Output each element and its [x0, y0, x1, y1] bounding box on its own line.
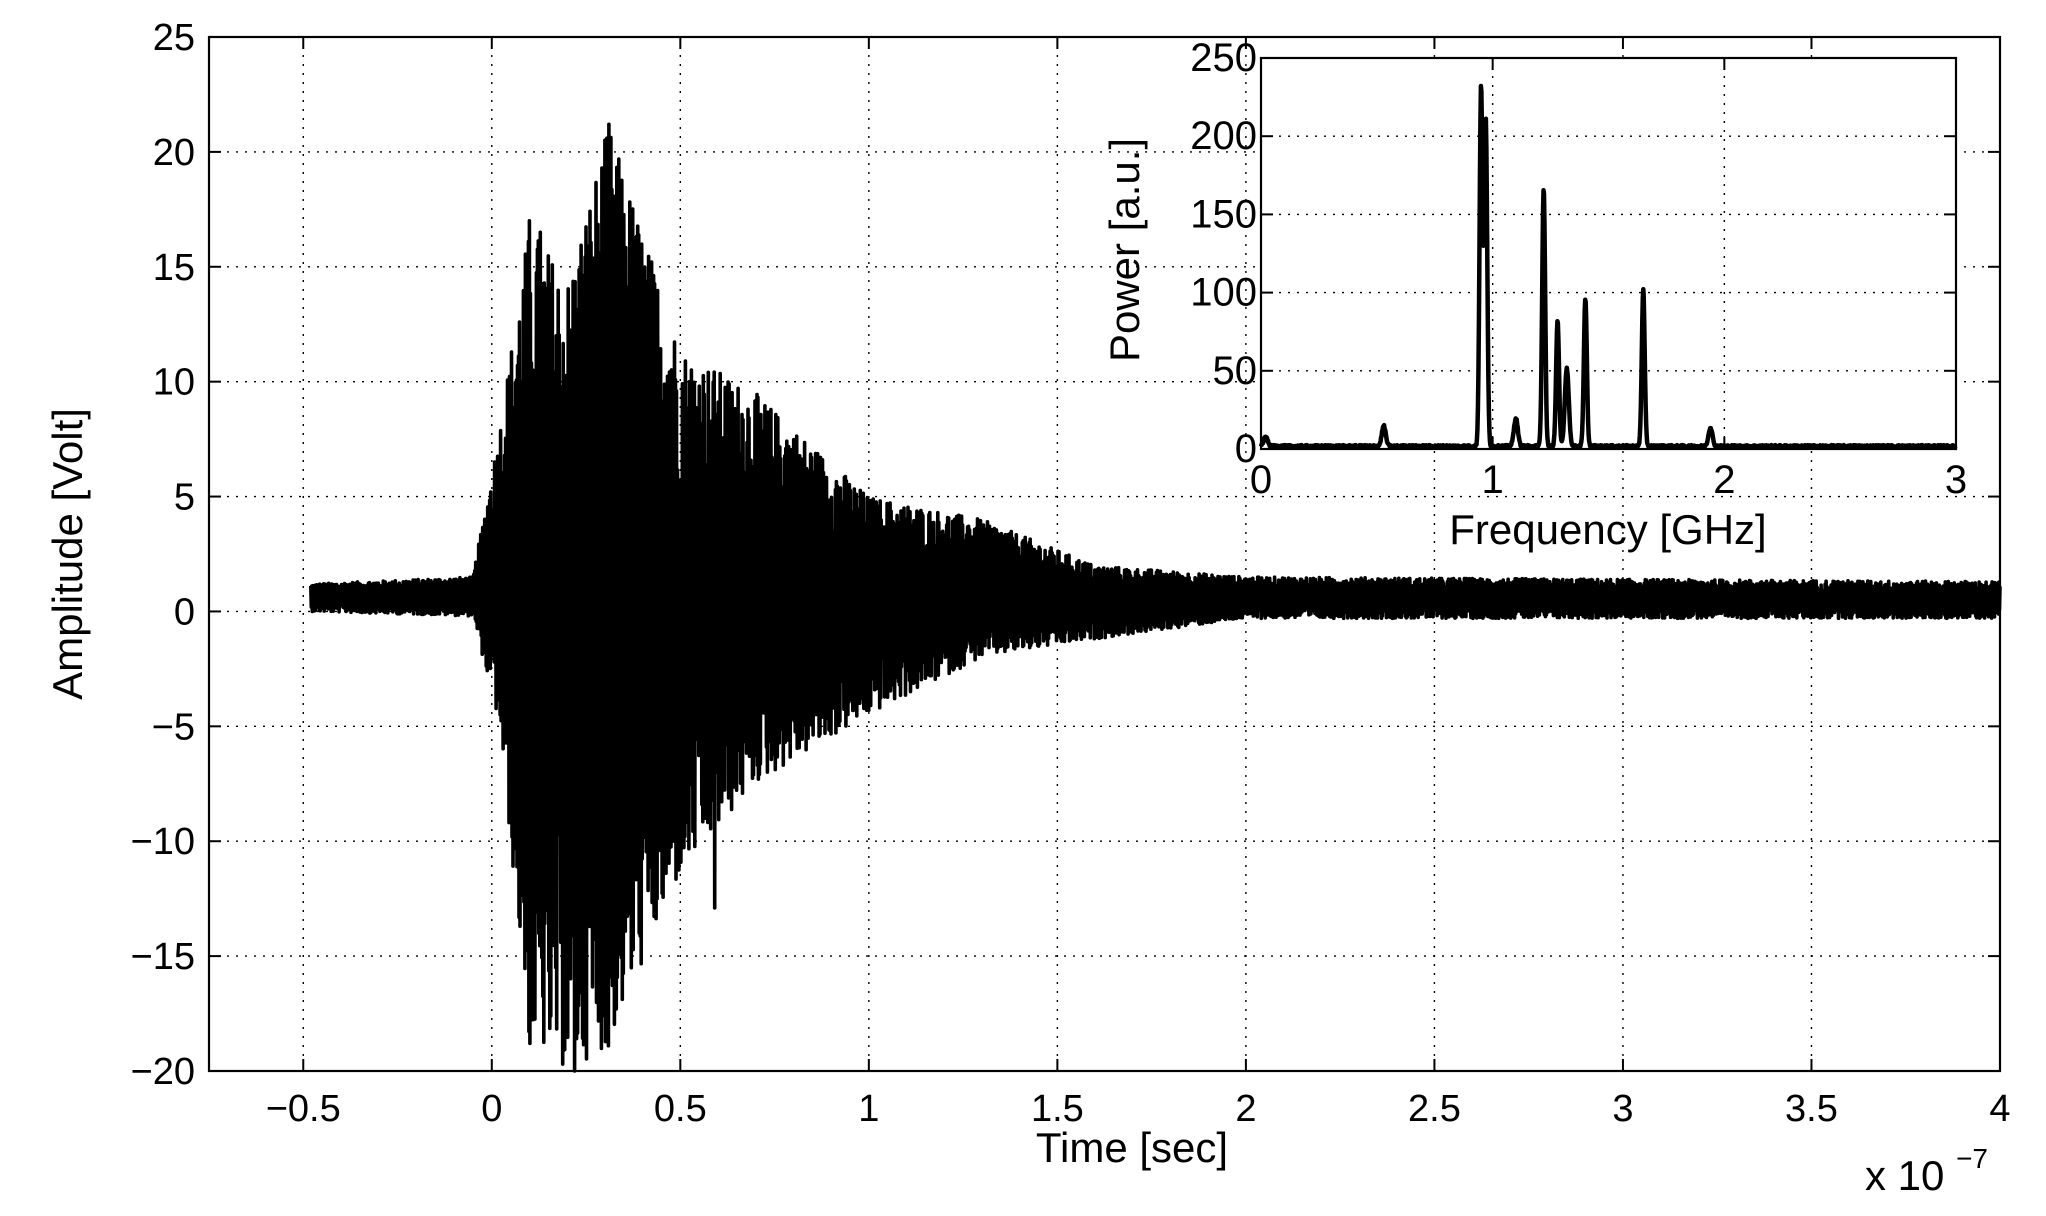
- main-y-axis-label: Amplitude [Volt]: [44, 408, 91, 700]
- inset-y-tick-label: 0: [1235, 427, 1257, 471]
- main-y-tick-label: −10: [131, 821, 195, 863]
- inset-y-tick-label: 250: [1190, 36, 1257, 80]
- main-y-tick-label: −20: [131, 1051, 195, 1093]
- inset-x-tick-label: 0: [1250, 458, 1272, 502]
- main-y-tick-label: −15: [131, 936, 195, 978]
- inset-axes: 0 1 2 3 0 50 100 150 200 250 Frequency [GHz] Powe…: [1101, 36, 1967, 553]
- main-y-tick-label: 10: [153, 362, 195, 404]
- inset-grid: [1261, 58, 1956, 449]
- inset-x-axis-label: Frequency [GHz]: [1449, 506, 1766, 553]
- main-y-tick-label: 25: [153, 17, 195, 59]
- main-x-tick-label: 2.5: [1408, 1088, 1461, 1130]
- inset-trace-group: [1258, 83, 1958, 450]
- main-x-tick-label: −0.5: [266, 1088, 341, 1130]
- main-x-tick-label: 1.5: [1031, 1088, 1084, 1130]
- inset-x-tick-label: 3: [1945, 458, 1967, 502]
- inset-y-tick-label: 200: [1190, 114, 1257, 158]
- inset-series-line: [1258, 83, 1958, 450]
- main-y-tick-label: −5: [152, 706, 195, 748]
- inset-plot-frame: [1259, 56, 1958, 451]
- main-trace-group: [309, 122, 2002, 1073]
- main-series-line: [309, 122, 2002, 1073]
- inset-y-axis-label: Power [a.u.]: [1101, 138, 1148, 362]
- main-x-tick-label: 1: [858, 1088, 879, 1130]
- main-x-tick-label: 4: [1989, 1088, 2010, 1130]
- main-x-tick-label: 3: [1612, 1088, 1633, 1130]
- main-x-axis-label: Time [sec]: [1036, 1124, 1228, 1171]
- main-y-tick-label: 5: [174, 477, 195, 519]
- main-x-tick-label: 0: [481, 1088, 502, 1130]
- main-y-tick-label: 20: [153, 132, 195, 174]
- main-x-tick-label: 0.5: [654, 1088, 707, 1130]
- main-y-tick-label: 0: [174, 591, 195, 633]
- main-ticks: −0.5 0 0.5 1 1.5 2 2.5 3 3.5 4−20−15−10−505101520…: [131, 17, 2011, 1130]
- main-x-multiplier: x 10 −7: [1865, 1143, 1988, 1199]
- main-plot-frame: [207, 35, 2002, 1073]
- inset-y-tick-label: 50: [1213, 349, 1258, 393]
- inset-background: [1261, 58, 1956, 449]
- inset-x-tick-label: 2: [1713, 458, 1735, 502]
- inset-y-tick-label: 150: [1190, 192, 1257, 236]
- x-multiplier-exponent: −7: [1956, 1143, 1988, 1174]
- main-y-tick-label: 15: [153, 247, 195, 289]
- inset-ticks: 0 1 2 3 0 50 100 150 200 250: [1190, 36, 1967, 502]
- x-multiplier-base: x 10: [1865, 1152, 1944, 1199]
- main-x-tick-label: 2: [1235, 1088, 1256, 1130]
- inset-y-tick-label: 100: [1190, 271, 1257, 315]
- inset-x-tick-label: 1: [1482, 458, 1504, 502]
- main-x-tick-label: 3.5: [1785, 1088, 1838, 1130]
